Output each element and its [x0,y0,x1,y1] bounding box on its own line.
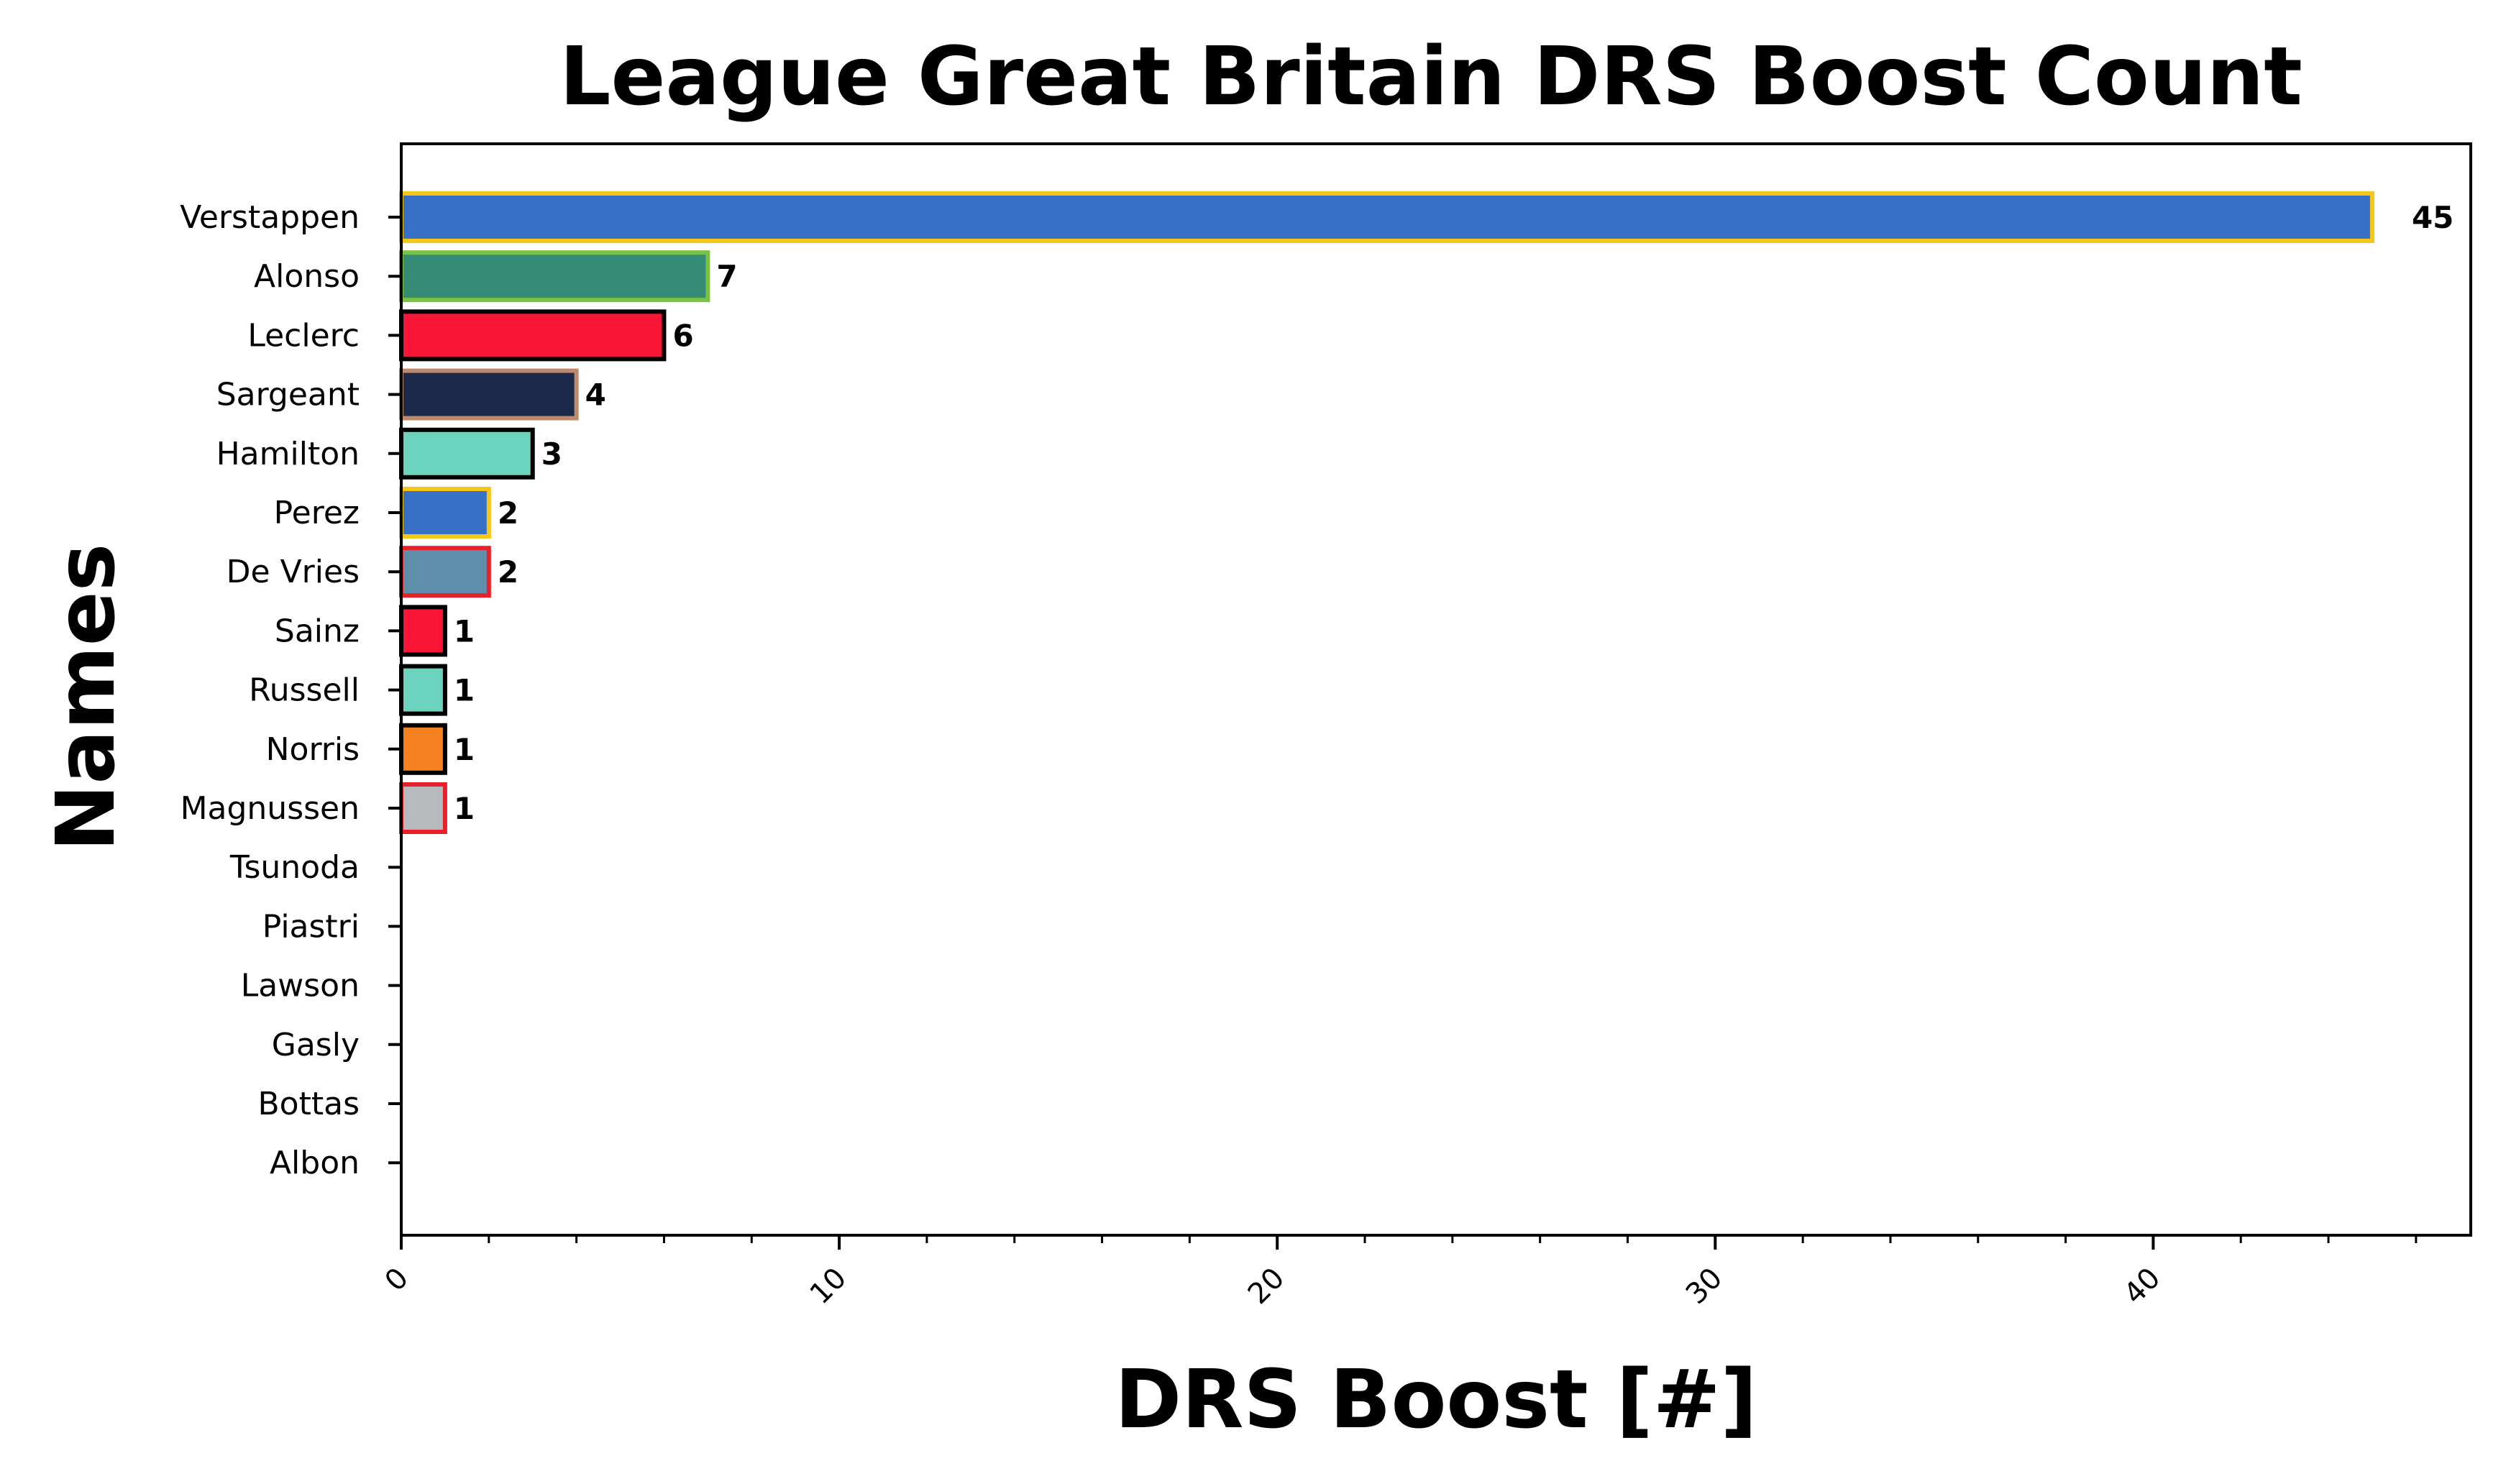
plot-area: Verstappen 45 Alonso 7 Leclerc 6 Sargeant 4 Hami… [180,191,2454,1311]
x-axis-label: DRS Boost [#] [1115,1353,1757,1447]
x-tick-label: 40 [2118,1262,2167,1311]
y-tick-label: De Vries [227,554,360,590]
value-label: 7 [716,259,737,294]
x-tick-label: 20 [1242,1262,1291,1311]
bar-sargeant [399,368,579,421]
value-label: 3 [541,436,562,472]
bar-norris [399,723,447,775]
x-tick-label: 30 [1680,1262,1729,1311]
y-tick-label: Sargeant [216,377,360,413]
y-tick-label: Leclerc [247,317,360,354]
value-label: 4 [585,377,606,413]
y-tick-label: Tsunoda [229,849,360,886]
bar-magnussen [399,782,447,834]
y-tick-label: Albon [270,1145,360,1181]
value-label: 6 [672,318,693,353]
y-tick-label: Sainz [275,613,360,649]
value-label: 2 [498,554,518,590]
bar-sainz [399,605,447,657]
y-tick-label: Gasly [272,1027,360,1063]
value-label: 2 [498,495,518,531]
y-tick-label: Hamilton [216,436,360,472]
bar-alonso [399,250,710,303]
chart-title: League Great Britain DRS Boost Count [559,30,2302,124]
value-label: 1 [454,791,475,826]
bar-hamilton [399,427,535,480]
y-tick-label: Alonso [254,258,360,295]
y-axis-label: Names [40,544,133,852]
y-tick-label: Magnussen [180,790,360,827]
y-tick-label: Bottas [258,1086,360,1122]
y-tick-label: Norris [266,731,360,768]
y-tick-label: Perez [274,495,360,531]
plot-frame [400,142,2472,1237]
x-tick-label: 10 [804,1262,854,1311]
bar-russell [399,664,447,716]
y-tick-label: Verstappen [180,199,360,236]
bar-verstappen [399,191,2374,243]
value-label: 1 [454,673,475,708]
value-label: 45 [2412,200,2454,235]
bar-de-vries [399,546,491,598]
value-label: 1 [454,732,475,767]
bar-leclerc [399,309,667,362]
y-tick-label: Russell [249,672,360,709]
value-label: 1 [454,613,475,649]
y-tick-label: Lawson [241,968,360,1004]
bar-perez [399,487,491,539]
y-tick-label: Piastri [262,908,360,945]
x-tick-label: 0 [379,1262,416,1298]
